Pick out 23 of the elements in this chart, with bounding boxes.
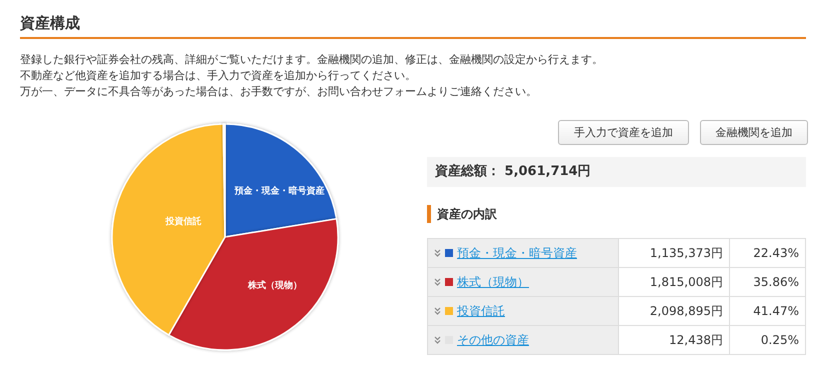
text: 万が一、データに不具合等があった場合は、お手数ですが、お問い合わせフォームよりご連絡ください。	[20, 84, 537, 100]
legend-label: 株式（現物）	[457, 274, 529, 288]
chart-title: 資産構成	[20, 14, 80, 33]
text: 2,098,895円	[618, 296, 730, 326]
legend-label: 投資信託	[457, 304, 505, 318]
text: 1,135,373円	[618, 238, 730, 268]
slice-label: 預金・現金・暗号資産	[234, 186, 325, 197]
legend-label: 預金・現金・暗号資産	[457, 246, 577, 260]
text: 1,815,008円	[618, 268, 730, 296]
text: 金融機関を追加	[700, 120, 808, 145]
text: 0.25%	[730, 326, 806, 354]
legend-label: その他の資産	[457, 332, 529, 346]
slice-label: 株式（現物）	[246, 280, 302, 291]
text: 35.86%	[730, 268, 806, 296]
text: 資産の内訳	[427, 205, 497, 223]
text: 手入力で資産を追加	[558, 120, 689, 145]
chart-subtitle: 登録した銀行や証券会社の残高、詳細がご覧いただけます。金融機関の追加、修正は、金融機関の設定から行えます。	[20, 52, 603, 68]
text: 12,438円	[618, 326, 730, 354]
text: 22.43%	[730, 238, 806, 268]
text: 資産総額： 5,061,714円	[427, 157, 806, 187]
text: 不動産など他資産を追加する場合は、手入力で資産を追加から行ってください。	[20, 68, 416, 84]
slice-label: 投資信託	[164, 216, 202, 228]
text: 41.47%	[730, 296, 806, 326]
